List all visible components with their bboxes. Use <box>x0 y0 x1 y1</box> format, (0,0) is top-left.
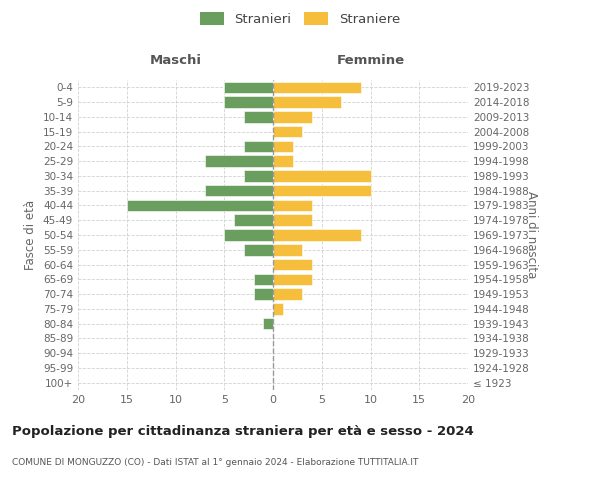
Bar <box>273 185 371 196</box>
Bar <box>244 111 273 122</box>
Bar <box>273 274 312 285</box>
Bar <box>205 156 273 167</box>
Bar <box>273 82 361 93</box>
Bar <box>273 111 312 122</box>
Bar <box>254 288 273 300</box>
Bar <box>224 229 273 241</box>
Legend: Stranieri, Straniere: Stranieri, Straniere <box>200 12 400 26</box>
Bar <box>244 170 273 181</box>
Bar <box>273 244 302 256</box>
Y-axis label: Anni di nascita: Anni di nascita <box>525 192 538 278</box>
Text: Maschi: Maschi <box>149 54 202 68</box>
Bar <box>263 318 273 330</box>
Bar <box>127 200 273 211</box>
Bar <box>244 140 273 152</box>
Bar <box>234 214 273 226</box>
Bar <box>224 82 273 93</box>
Bar <box>273 288 302 300</box>
Bar <box>273 96 341 108</box>
Text: Popolazione per cittadinanza straniera per età e sesso - 2024: Popolazione per cittadinanza straniera p… <box>12 425 474 438</box>
Bar <box>273 259 312 270</box>
Bar <box>273 126 302 138</box>
Bar <box>273 303 283 314</box>
Bar <box>244 244 273 256</box>
Bar <box>205 185 273 196</box>
Text: COMUNE DI MONGUZZO (CO) - Dati ISTAT al 1° gennaio 2024 - Elaborazione TUTTITALI: COMUNE DI MONGUZZO (CO) - Dati ISTAT al … <box>12 458 418 467</box>
Bar <box>273 140 293 152</box>
Bar <box>273 156 293 167</box>
Y-axis label: Fasce di età: Fasce di età <box>25 200 37 270</box>
Bar <box>273 229 361 241</box>
Bar <box>273 214 312 226</box>
Bar <box>254 274 273 285</box>
Bar <box>273 200 312 211</box>
Text: Femmine: Femmine <box>337 54 404 68</box>
Bar <box>273 170 371 181</box>
Bar <box>224 96 273 108</box>
